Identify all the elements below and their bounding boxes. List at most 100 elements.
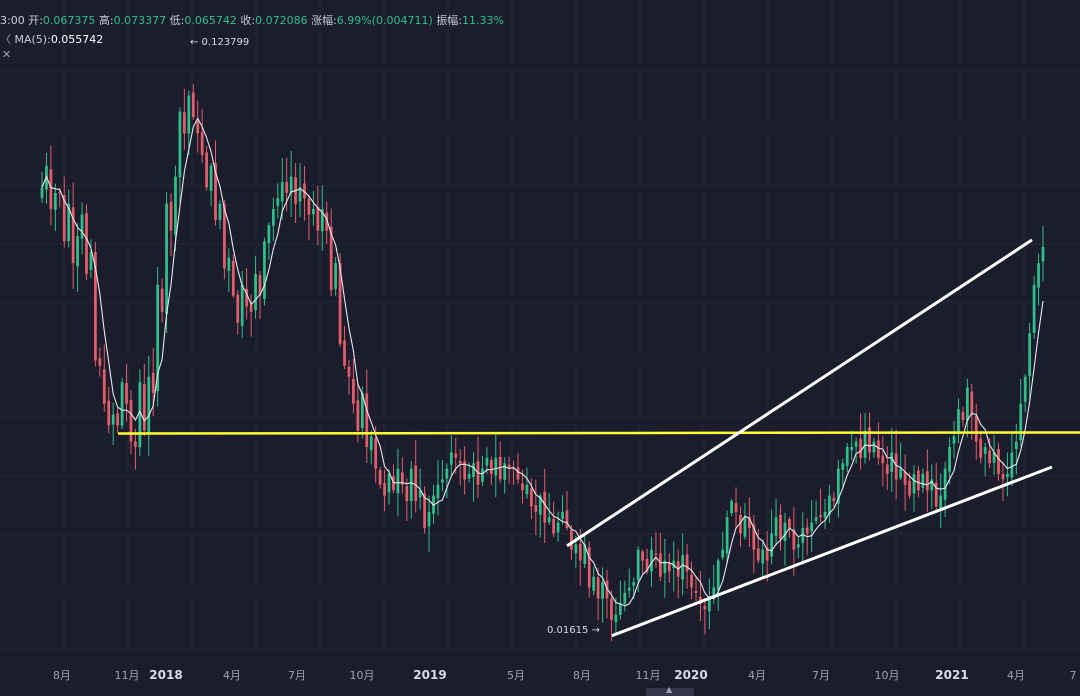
candle-body bbox=[387, 474, 391, 493]
readout-time: 3:00 bbox=[0, 14, 25, 27]
candle-body bbox=[320, 209, 324, 232]
scroll-handle[interactable]: ▲ bbox=[646, 685, 694, 696]
candle-body bbox=[868, 427, 871, 453]
candle-body bbox=[40, 187, 44, 199]
candle-body bbox=[67, 203, 71, 242]
candle-body bbox=[418, 490, 422, 498]
candle-body bbox=[174, 176, 177, 235]
candle-body bbox=[289, 176, 293, 194]
candle-body bbox=[369, 436, 373, 451]
candle-body bbox=[859, 438, 862, 458]
candle-body bbox=[445, 468, 449, 479]
candle-body bbox=[374, 438, 378, 469]
x-axis-tick-label: 10月 bbox=[875, 669, 900, 682]
candle-body bbox=[94, 251, 97, 361]
candle-body bbox=[98, 358, 102, 366]
candle-body bbox=[396, 468, 400, 494]
candle-body bbox=[894, 453, 898, 480]
x-axis-tick-label: 11月 bbox=[115, 669, 140, 682]
candle-body bbox=[147, 376, 151, 433]
candle-body bbox=[810, 522, 814, 532]
candle-body bbox=[881, 455, 885, 464]
candle-body bbox=[908, 480, 911, 496]
candle-body bbox=[525, 484, 529, 495]
candle-body bbox=[681, 555, 685, 580]
candle-body bbox=[187, 95, 191, 134]
candle-body bbox=[570, 530, 573, 550]
candle-body bbox=[792, 529, 796, 550]
candle-body bbox=[725, 517, 729, 554]
candle-body bbox=[556, 522, 560, 533]
candle-body bbox=[601, 582, 604, 599]
candle-body bbox=[165, 203, 168, 315]
x-axis-tick-label: 5月 bbox=[507, 669, 525, 682]
candle-body bbox=[685, 554, 689, 572]
candle-body bbox=[169, 201, 173, 231]
candle-body bbox=[979, 438, 983, 458]
candle-body bbox=[249, 304, 253, 312]
candle-body bbox=[80, 214, 84, 239]
low-value: 0.065742 bbox=[184, 14, 237, 27]
candle-body bbox=[828, 495, 831, 515]
x-axis: 8月 11月 2018 4月 7月 10月 2019 5月 8月 11月 2020 4月 7月 10月 20… bbox=[53, 668, 1077, 682]
candle-body bbox=[614, 614, 618, 622]
candle-body bbox=[271, 209, 275, 226]
candle-body bbox=[116, 413, 120, 426]
candle-body bbox=[592, 576, 596, 591]
candle-body bbox=[223, 203, 226, 269]
candle-body bbox=[1023, 376, 1027, 402]
candle-body bbox=[952, 436, 956, 444]
ma5-line bbox=[41, 117, 1044, 607]
candle-body bbox=[1037, 263, 1040, 288]
amplitude-value: 11.33% bbox=[462, 14, 504, 27]
ma-layer bbox=[41, 117, 1044, 607]
candle-body bbox=[939, 495, 943, 510]
chevron-up-icon: ▲ bbox=[666, 685, 673, 694]
candle-body bbox=[712, 587, 716, 600]
candle-body bbox=[276, 198, 280, 206]
support-line bbox=[117, 431, 1080, 435]
candle-body bbox=[489, 459, 493, 475]
candle-body bbox=[338, 262, 342, 345]
candle-body bbox=[636, 549, 640, 581]
candle-body bbox=[62, 195, 66, 242]
candle-body bbox=[120, 382, 124, 426]
x-axis-tick-label: 7月 bbox=[812, 669, 830, 682]
candle-body bbox=[565, 510, 569, 529]
candle-body bbox=[71, 207, 75, 264]
collapse-toggle[interactable]: 〈 bbox=[0, 33, 11, 46]
candle-body bbox=[76, 236, 79, 267]
candle-body bbox=[481, 468, 484, 482]
candle-body bbox=[814, 517, 818, 522]
candle-body bbox=[774, 517, 778, 537]
candle-body bbox=[329, 226, 333, 291]
candle-body bbox=[912, 474, 916, 494]
candle-body bbox=[756, 548, 760, 561]
candle-body bbox=[1041, 246, 1045, 262]
candle-body bbox=[245, 288, 249, 307]
candle-body bbox=[312, 209, 315, 215]
candle-body bbox=[761, 549, 765, 564]
candle-body bbox=[160, 288, 164, 312]
candle-body bbox=[436, 484, 440, 499]
candle-body bbox=[498, 456, 502, 480]
candle-body bbox=[209, 165, 213, 191]
candle-body bbox=[400, 472, 404, 485]
candle-body bbox=[796, 544, 800, 548]
collapse-arrow-icon[interactable]: ✕ bbox=[2, 48, 12, 61]
candle-body bbox=[191, 92, 195, 118]
candle-body bbox=[543, 491, 547, 523]
candle-body bbox=[997, 448, 1000, 475]
candle-body bbox=[1032, 284, 1036, 333]
candle-body bbox=[378, 469, 382, 485]
candle-body bbox=[494, 457, 498, 476]
candle-body bbox=[632, 582, 636, 586]
candle-body bbox=[218, 203, 222, 220]
candle-body bbox=[890, 452, 894, 472]
candle-body bbox=[970, 391, 974, 415]
candle-body bbox=[1001, 473, 1005, 480]
grid-layer bbox=[0, 0, 1080, 660]
candle-body bbox=[801, 528, 805, 543]
